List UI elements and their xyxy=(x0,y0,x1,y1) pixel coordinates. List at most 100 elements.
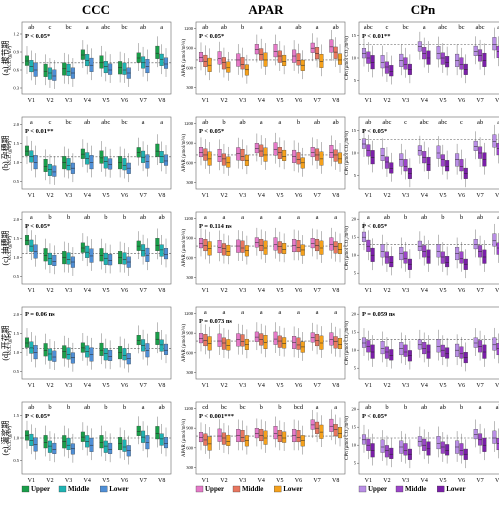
x-tick-label: V3 xyxy=(239,478,246,484)
box xyxy=(310,238,315,249)
x-tick-label: V8 xyxy=(332,193,339,199)
box xyxy=(221,243,226,256)
significance-letter: abc xyxy=(438,24,447,31)
box xyxy=(136,52,141,63)
panel: CCC (g/m²)1.20.90.60.3V1abV2cV3bcV4aV5ab… xyxy=(7,21,172,104)
x-tick-label: V7 xyxy=(476,193,483,199)
box xyxy=(478,146,483,159)
stat-annotation: P < 0.01** xyxy=(362,33,390,40)
y-tick-label: 5 xyxy=(354,173,357,178)
box xyxy=(122,158,127,171)
significance-letter: a xyxy=(278,214,281,221)
y-tick-label: 20 xyxy=(352,312,357,317)
x-tick-label: V2 xyxy=(383,383,390,389)
plot-frame xyxy=(21,116,172,190)
box xyxy=(426,441,431,456)
y-axis-label: CCC (g/m²) xyxy=(7,331,13,355)
y-tick-label: 900 xyxy=(186,331,194,336)
significance-letter: a xyxy=(260,309,263,316)
box xyxy=(217,240,222,254)
significance-letter: a xyxy=(497,214,499,221)
stat-annotation: P = 0.073 ns xyxy=(199,318,232,325)
significance-letter: a xyxy=(297,309,300,316)
x-tick-label: V8 xyxy=(495,288,499,294)
box xyxy=(277,147,282,159)
box xyxy=(389,65,394,77)
significance-letter: a xyxy=(86,24,89,31)
x-tick-label: V3 xyxy=(65,383,72,389)
x-tick-label: V8 xyxy=(332,478,339,484)
box xyxy=(333,424,338,437)
x-tick-label: V2 xyxy=(383,288,390,294)
box xyxy=(259,429,264,442)
box xyxy=(207,57,212,72)
box xyxy=(366,239,371,252)
box xyxy=(384,445,389,458)
stat-annotation: P < 0.05* xyxy=(362,223,387,230)
stat-annotation: P < 0.01** xyxy=(25,128,53,135)
significance-letter: b xyxy=(241,24,244,31)
legend-row: Upper Middle Lower Upper Middle Lower Upper Mid… xyxy=(21,485,466,493)
row-label: (a) 拔节期 xyxy=(0,41,10,76)
box xyxy=(384,346,389,359)
y-tick-label: 1.5 xyxy=(13,236,19,241)
box xyxy=(103,61,108,74)
box xyxy=(226,156,231,168)
x-tick-label: V5 xyxy=(439,288,446,294)
panel: APAR (μmol/m²/s)1200900600300V1abV2bV3ab… xyxy=(181,116,346,199)
box xyxy=(422,438,427,451)
box xyxy=(417,240,422,251)
box xyxy=(43,435,48,449)
x-tick-label: V8 xyxy=(158,98,165,104)
box xyxy=(478,433,483,446)
significance-letter: ab xyxy=(84,119,90,126)
box xyxy=(99,150,104,164)
x-tick-label: V4 xyxy=(258,98,265,104)
significance-letter: bc xyxy=(65,119,71,126)
x-tick-label: V8 xyxy=(495,98,499,104)
y-tick-label: 300 xyxy=(186,370,194,375)
box xyxy=(221,432,226,445)
x-tick-label: V7 xyxy=(476,383,483,389)
stat-annotation: P = 0.06 ns xyxy=(25,311,55,318)
significance-letter: b xyxy=(278,404,281,411)
x-tick-label: V5 xyxy=(439,383,446,389)
box xyxy=(310,42,315,53)
significance-letter: b xyxy=(460,214,463,221)
box xyxy=(478,340,483,353)
significance-letter: a xyxy=(30,119,33,126)
panel: CPn (μmol CO₂/m²/s)20 15 10 5 V1 V2 V3 V4 V5 V6 V7… xyxy=(344,306,499,389)
box xyxy=(422,151,427,164)
y-axis-label: CPn (μmol CO₂/m²/s) xyxy=(344,131,350,175)
box xyxy=(333,241,338,254)
plot-frame xyxy=(195,401,346,475)
x-tick-label: V1 xyxy=(365,383,372,389)
x-tick-label: V8 xyxy=(495,478,499,484)
box xyxy=(482,152,487,167)
box xyxy=(226,434,231,446)
row-label: (c) 抽穗期 xyxy=(0,231,10,266)
significance-letter: a xyxy=(316,404,319,411)
box xyxy=(217,333,222,347)
significance-letter: c xyxy=(460,119,463,126)
x-tick-label: V5 xyxy=(102,193,109,199)
significance-letter: ab xyxy=(221,24,227,31)
box xyxy=(240,57,245,70)
box xyxy=(315,334,320,347)
box xyxy=(141,339,146,352)
box xyxy=(198,147,203,158)
x-tick-label: V4 xyxy=(258,288,265,294)
x-tick-label: V7 xyxy=(313,98,320,104)
box xyxy=(329,237,334,251)
box xyxy=(207,151,212,166)
box xyxy=(440,52,445,65)
box xyxy=(66,252,71,265)
box xyxy=(277,335,282,348)
row-label: (e) 灌浆期 xyxy=(0,421,10,456)
significance-letter: ab xyxy=(384,214,390,221)
legend-label: Upper xyxy=(368,485,387,493)
box xyxy=(403,344,408,357)
box xyxy=(47,348,52,361)
box xyxy=(482,437,487,452)
significance-letter: bc xyxy=(458,24,464,31)
